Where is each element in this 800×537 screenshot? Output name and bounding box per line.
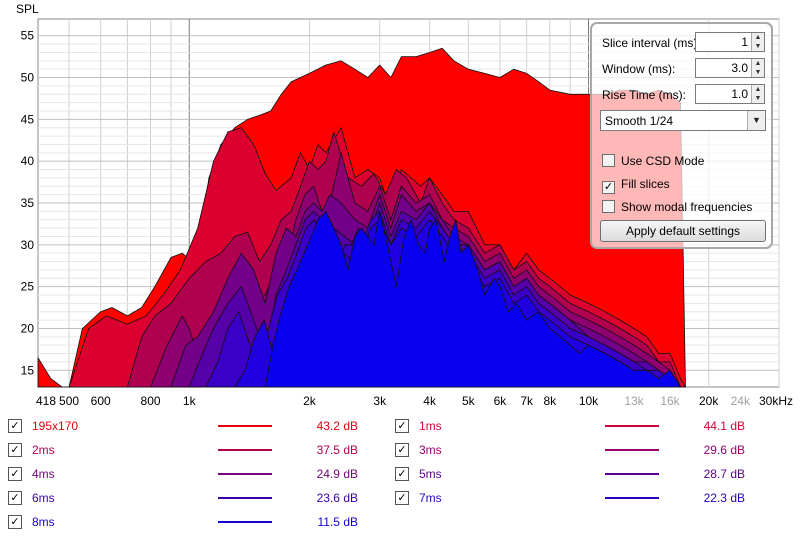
legend-line bbox=[218, 497, 272, 499]
x-tick-label: 5k bbox=[462, 394, 476, 408]
x-tick-label: 16k bbox=[660, 394, 680, 408]
legend-name: 4ms bbox=[32, 467, 55, 481]
x-tick-label: 30kHz bbox=[759, 394, 793, 408]
spinner-down-icon[interactable]: ▼ bbox=[754, 95, 762, 102]
use-csd-label: Use CSD Mode bbox=[621, 154, 705, 168]
x-tick-label: 10k bbox=[579, 394, 599, 408]
rise-time-label: Rise Time (ms): bbox=[602, 88, 686, 102]
use-csd-checkbox[interactable]: Use CSD Mode bbox=[602, 154, 704, 168]
legend-value: 23.6 dB bbox=[316, 491, 358, 505]
legend-line bbox=[218, 425, 272, 427]
x-tick-label: 2k bbox=[303, 394, 317, 408]
legend-value: 37.5 dB bbox=[316, 443, 358, 457]
spinner-arrows[interactable]: ▲ ▼ bbox=[751, 59, 764, 77]
chevron-down-icon[interactable]: ▼ bbox=[747, 111, 765, 130]
legend-value: 44.1 dB bbox=[703, 419, 745, 433]
window-spinner[interactable]: 3.0 ▲ ▼ bbox=[695, 58, 765, 78]
x-tick-label: 6k bbox=[494, 394, 508, 408]
x-tick-label: 800 bbox=[141, 394, 161, 408]
spinner-up-icon[interactable]: ▲ bbox=[754, 34, 762, 41]
legend-value: 11.5 dB bbox=[317, 515, 358, 529]
y-tick-label: 55 bbox=[21, 29, 35, 43]
x-tick-label: 7k bbox=[520, 394, 534, 408]
x-tick-label: 3k bbox=[373, 394, 387, 408]
x-tick-label: 24k bbox=[731, 394, 751, 408]
y-tick-label: 25 bbox=[21, 280, 35, 294]
legend-value: 28.7 dB bbox=[703, 467, 745, 481]
fill-slices-checkbox[interactable]: ✓ Fill slices bbox=[602, 177, 670, 194]
spinner-down-icon[interactable]: ▼ bbox=[754, 69, 762, 76]
legend-name: 7ms bbox=[419, 491, 442, 505]
window-label: Window (ms): bbox=[602, 62, 676, 76]
legend-checkbox[interactable]: ✓ bbox=[395, 467, 409, 481]
legend-line bbox=[605, 449, 659, 451]
legend-line bbox=[605, 473, 659, 475]
legend-line bbox=[218, 521, 272, 523]
window-value[interactable]: 3.0 bbox=[731, 61, 748, 75]
legend-checkbox[interactable]: ✓ bbox=[8, 443, 22, 457]
y-tick-label: 20 bbox=[21, 321, 35, 335]
fill-slices-label: Fill slices bbox=[621, 177, 670, 191]
y-tick-label: 40 bbox=[21, 154, 35, 168]
smoothing-select[interactable]: Smooth 1/24 ▼ bbox=[600, 110, 766, 131]
y-tick-label: 45 bbox=[21, 112, 35, 126]
slice-interval-spinner[interactable]: 1 ▲ ▼ bbox=[695, 32, 765, 52]
modal-frequencies-checkbox[interactable]: Show modal frequencies bbox=[602, 200, 752, 214]
rise-time-spinner[interactable]: 1.0 ▲ ▼ bbox=[695, 84, 765, 104]
x-tick-label: 8k bbox=[543, 394, 557, 408]
legend-name: 2ms bbox=[32, 443, 55, 457]
legend-checkbox[interactable]: ✓ bbox=[8, 467, 22, 481]
rise-time-value[interactable]: 1.0 bbox=[731, 87, 748, 101]
apply-default-settings-button[interactable]: Apply default settings bbox=[600, 220, 766, 242]
slice-interval-value[interactable]: 1 bbox=[741, 35, 748, 49]
legend-name: 3ms bbox=[419, 443, 442, 457]
slice-interval-label: Slice interval (ms): bbox=[602, 36, 701, 50]
legend-line bbox=[605, 425, 659, 427]
y-tick-label: 15 bbox=[21, 363, 35, 377]
legend-value: 29.6 dB bbox=[703, 443, 745, 457]
legend-checkbox[interactable]: ✓ bbox=[395, 419, 409, 433]
x-tick-label: 418 bbox=[36, 394, 56, 408]
legend-value: 22.3 dB bbox=[703, 491, 745, 505]
legend-line bbox=[218, 449, 272, 451]
checkmark-icon[interactable]: ✓ bbox=[602, 181, 615, 194]
legend-line bbox=[218, 473, 272, 475]
legend-name: 5ms bbox=[419, 467, 442, 481]
legend-name: 6ms bbox=[32, 491, 55, 505]
x-tick-label: 4k bbox=[423, 394, 437, 408]
legend-checkbox[interactable]: ✓ bbox=[8, 515, 22, 529]
spinner-arrows[interactable]: ▲ ▼ bbox=[751, 85, 764, 103]
x-tick-label: 600 bbox=[91, 394, 111, 408]
x-tick-label: 20k bbox=[699, 394, 719, 408]
spinner-down-icon[interactable]: ▼ bbox=[754, 43, 762, 50]
legend-line bbox=[605, 497, 659, 499]
legend-value: 24.9 dB bbox=[316, 467, 358, 481]
smoothing-value: Smooth 1/24 bbox=[605, 114, 674, 128]
legend-value: 43.2 dB bbox=[316, 419, 358, 433]
y-tick-label: 50 bbox=[21, 71, 35, 85]
legend-checkbox[interactable]: ✓ bbox=[8, 419, 22, 433]
x-tick-label: 1k bbox=[183, 394, 197, 408]
legend-name: 1ms bbox=[419, 419, 442, 433]
modal-frequencies-label: Show modal frequencies bbox=[621, 200, 753, 214]
slice-area-8 bbox=[264, 211, 681, 388]
spinner-up-icon[interactable]: ▲ bbox=[754, 86, 762, 93]
y-axis-label: SPL bbox=[16, 2, 39, 16]
checkbox-box[interactable] bbox=[602, 154, 615, 167]
x-tick-label: 13k bbox=[624, 394, 644, 408]
legend-name: 195x170 bbox=[32, 419, 79, 433]
legend-checkbox[interactable]: ✓ bbox=[8, 491, 22, 505]
x-tick-label: 500 bbox=[59, 394, 79, 408]
legend-name: 8ms bbox=[32, 515, 55, 529]
y-tick-label: 35 bbox=[21, 196, 35, 210]
checkbox-box[interactable] bbox=[602, 200, 615, 213]
legend-checkbox[interactable]: ✓ bbox=[395, 443, 409, 457]
spinner-arrows[interactable]: ▲ ▼ bbox=[751, 33, 764, 51]
y-tick-label: 30 bbox=[21, 238, 35, 252]
spinner-up-icon[interactable]: ▲ bbox=[754, 60, 762, 67]
settings-panel: Slice interval (ms): 1 ▲ ▼ Window (ms): 3… bbox=[590, 22, 773, 249]
legend-checkbox[interactable]: ✓ bbox=[395, 491, 409, 505]
